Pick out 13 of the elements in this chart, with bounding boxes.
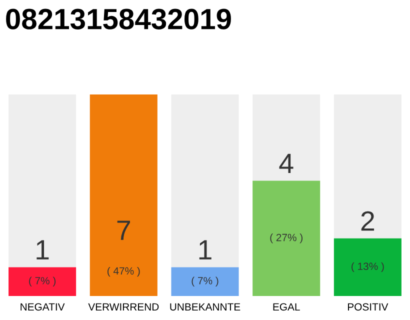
bar: [171, 267, 239, 296]
data-label: 7 ( 47% ): [108, 220, 140, 277]
data-label: 2 ( 13% ): [352, 211, 384, 272]
chart-title: 08213158432019: [6, 8, 231, 30]
x-tick-label: UNBEKANNTE: [170, 303, 240, 311]
data-label: 1 ( 7% ): [192, 240, 218, 286]
text: 4 ( 27% ): [270, 154, 302, 244]
x-tick-label: NEGATIV: [20, 303, 65, 311]
x-tick-label: EGAL: [273, 303, 300, 311]
x-tick-label: VERWIRREND: [88, 303, 159, 310]
x-tick-label: POSITIV: [348, 303, 388, 311]
bar: [8, 267, 76, 296]
data-label: 1 ( 7% ): [29, 240, 56, 286]
